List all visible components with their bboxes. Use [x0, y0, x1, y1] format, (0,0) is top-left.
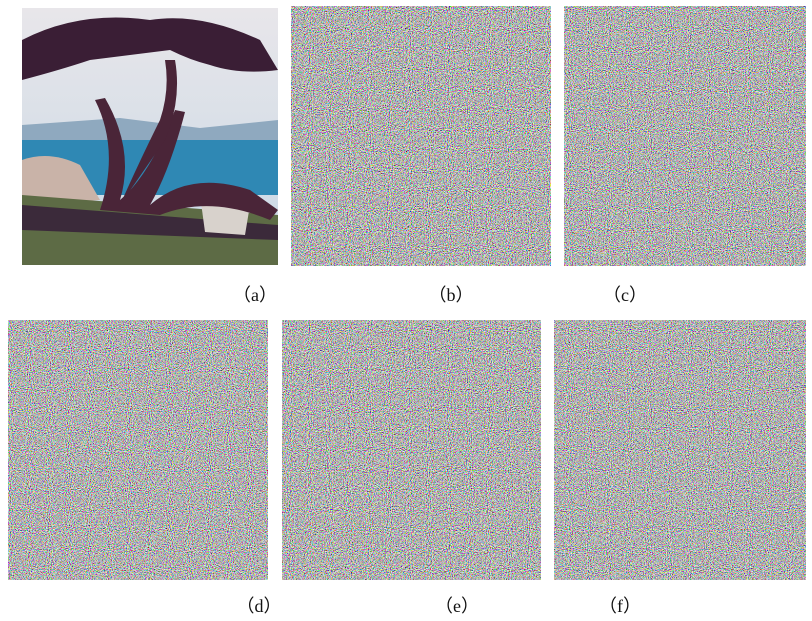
panel-label: （f）: [599, 596, 641, 616]
encrypted-image: [291, 6, 551, 266]
encrypted-image: [282, 320, 541, 580]
panel-label: （c）: [603, 285, 647, 305]
photo-tree: [22, 8, 278, 265]
panel-label: （a）: [233, 285, 277, 305]
panel-label: （e）: [435, 596, 479, 616]
encrypted-image: [554, 320, 806, 580]
figure: （a） （b） （c） （d） （e） （f）: [0, 0, 812, 621]
encrypted-image: [8, 320, 268, 580]
encrypted-image: [564, 6, 806, 266]
panel-label: （b）: [429, 285, 474, 305]
panel-label: （d）: [237, 596, 282, 616]
